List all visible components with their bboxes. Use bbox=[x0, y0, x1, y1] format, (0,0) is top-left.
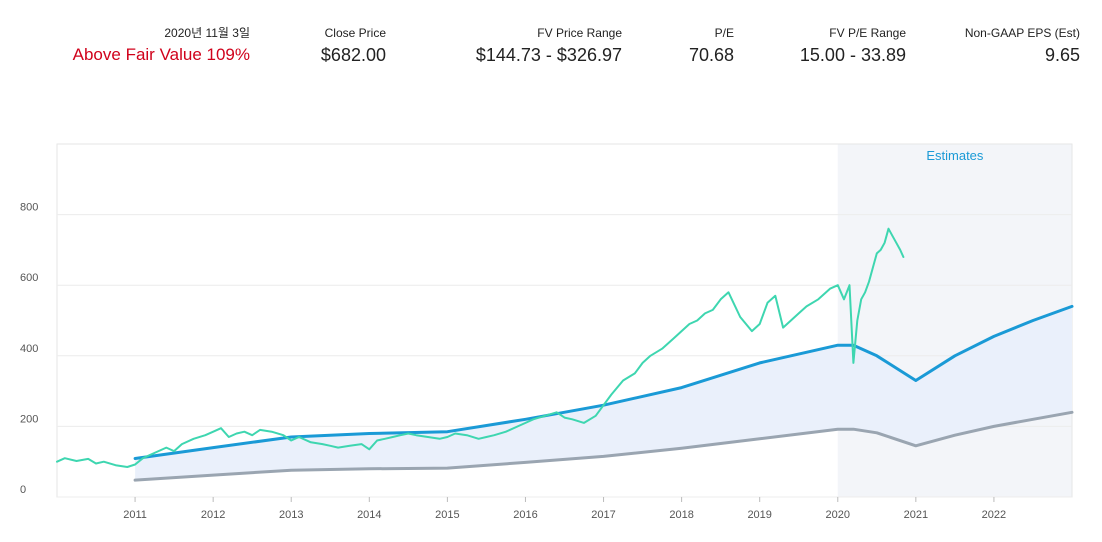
eps-column: Non-GAAP EPS (Est) 9.65 bbox=[940, 24, 1080, 68]
pe-value: 70.68 bbox=[688, 45, 734, 65]
x-tick-label: 2015 bbox=[435, 509, 459, 521]
x-tick-label: 2017 bbox=[591, 509, 615, 521]
fv-price-range-label: FV Price Range bbox=[537, 26, 622, 40]
x-tick-label: 2016 bbox=[513, 509, 537, 521]
x-tick-label: 2011 bbox=[123, 509, 147, 521]
x-tick-label: 2022 bbox=[982, 509, 1006, 521]
as-of-date: 2020년 11월 3일 bbox=[164, 26, 250, 40]
fv-pe-range-label: FV P/E Range bbox=[829, 26, 906, 40]
x-tick-label: 2018 bbox=[669, 509, 693, 521]
close-price-label: Close Price bbox=[324, 26, 386, 40]
eps-label: Non-GAAP EPS (Est) bbox=[964, 26, 1080, 40]
y-tick-label: 600 bbox=[20, 272, 38, 284]
fair-value-lower-line bbox=[133, 410, 1074, 482]
y-tick-label: 800 bbox=[20, 202, 38, 214]
x-tick-label: 2014 bbox=[357, 509, 381, 521]
fair-value-band bbox=[135, 306, 1073, 481]
x-tick-label: 2021 bbox=[904, 509, 928, 521]
close-price-value: $682.00 bbox=[320, 45, 386, 65]
y-tick-label: 200 bbox=[20, 413, 38, 425]
pe-label: P/E bbox=[714, 26, 734, 40]
x-tick-label: 2019 bbox=[747, 509, 771, 521]
y-tick-label: 0 bbox=[20, 484, 26, 496]
fair-value-upper-line bbox=[133, 304, 1074, 460]
pe-column: P/E 70.68 bbox=[654, 24, 734, 68]
fv-pe-range-column: FV P/E Range 15.00 - 33.89 bbox=[770, 24, 906, 68]
date-status-column: 2020년 11월 3일 Above Fair Value 109% bbox=[20, 24, 250, 68]
estimates-label: Estimates bbox=[926, 148, 984, 163]
x-tick-label: 2020 bbox=[826, 509, 850, 521]
fair-value-chart: 0 200 400 600 800 2011 2012 2013 2014 2015 2016 201… bbox=[20, 143, 1074, 521]
x-tick-label: 2013 bbox=[279, 509, 303, 521]
fv-price-range-value: $144.73 - $326.97 bbox=[475, 45, 622, 65]
summary-header: 2020년 11월 3일 Above Fair Value 109% Close… bbox=[0, 24, 1102, 74]
eps-value: 9.65 bbox=[1044, 45, 1080, 65]
y-tick-label: 400 bbox=[20, 343, 38, 355]
fv-pe-range-value: 15.00 - 33.89 bbox=[799, 45, 906, 65]
close-price-line bbox=[56, 227, 905, 468]
x-tick-label: 2012 bbox=[201, 509, 225, 521]
close-price-column: Close Price $682.00 bbox=[276, 24, 386, 68]
fv-price-range-column: FV Price Range $144.73 - $326.97 bbox=[430, 24, 622, 68]
fair-value-status: Above Fair Value 109% bbox=[72, 45, 250, 64]
